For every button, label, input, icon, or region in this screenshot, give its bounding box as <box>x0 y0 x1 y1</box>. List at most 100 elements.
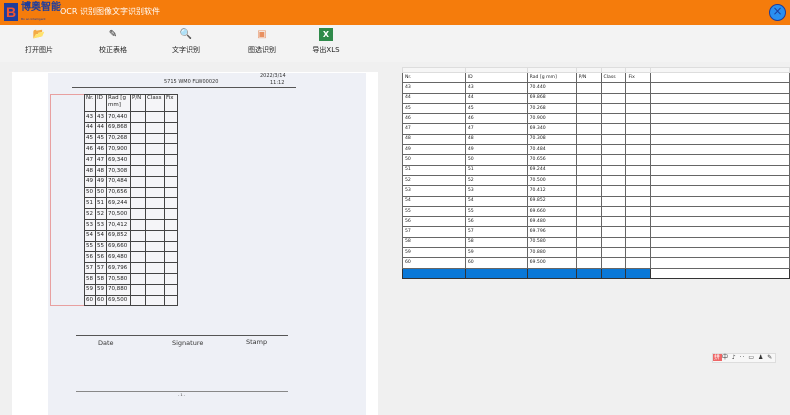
grid-cell[interactable] <box>600 226 627 238</box>
grid-cell[interactable]: 69.660 <box>526 205 577 218</box>
grid-cell[interactable] <box>650 154 790 166</box>
grid-cell[interactable] <box>625 226 652 238</box>
grid-cell[interactable]: 69.480 <box>526 216 577 228</box>
grid-cell[interactable] <box>575 144 602 156</box>
grid-cell[interactable] <box>600 123 627 135</box>
grid-cell[interactable]: 58 <box>402 236 466 249</box>
grid-row[interactable]: 46 46 70.900 <box>402 113 790 125</box>
result-grid[interactable]: Nr. ID Rad [g mm] P/N Class Fix 43 43 70.440 44 44… <box>402 67 790 279</box>
grid-column-header[interactable]: Nr. <box>402 71 466 84</box>
grid-cell[interactable] <box>575 102 602 115</box>
grid-cell[interactable] <box>625 205 652 218</box>
grid-row[interactable]: 45 45 70.268 <box>402 102 790 115</box>
grid-cell[interactable] <box>575 226 602 238</box>
grid-cell[interactable]: 70.440 <box>526 82 577 94</box>
grid-cell[interactable]: 47 <box>464 123 528 135</box>
grid-cell[interactable] <box>575 92 602 104</box>
export-xls-button[interactable]: X 导出XLS <box>296 28 356 55</box>
grid-cell[interactable] <box>650 236 790 249</box>
grid-cell[interactable]: 60 <box>402 257 466 269</box>
grid-cell[interactable] <box>650 195 790 207</box>
grid-cell[interactable]: 45 <box>402 102 466 115</box>
grid-cell[interactable]: 69.500 <box>526 257 577 269</box>
grid-cell[interactable] <box>575 185 602 197</box>
grid-cell[interactable]: 52 <box>464 174 528 187</box>
grid-cell[interactable] <box>575 133 602 146</box>
grid-cell[interactable] <box>600 195 627 207</box>
grid-cell[interactable]: 53 <box>464 185 528 197</box>
grid-cell[interactable]: 49 <box>464 144 528 156</box>
grid-cell[interactable] <box>600 205 627 218</box>
grid-cell[interactable] <box>575 123 602 135</box>
grid-row[interactable]: 49 49 70.484 <box>402 144 790 156</box>
grid-cell[interactable] <box>575 205 602 218</box>
grid-cell[interactable]: 70.268 <box>526 102 577 115</box>
grid-cell[interactable]: 56 <box>464 216 528 228</box>
grid-cell[interactable] <box>650 113 790 125</box>
grid-cell[interactable]: 70.308 <box>526 133 577 146</box>
grid-row[interactable]: 58 58 70.580 <box>402 236 790 249</box>
grid-cell[interactable] <box>575 113 602 125</box>
grid-cell[interactable]: 55 <box>464 205 528 218</box>
grid-cell[interactable] <box>625 154 652 166</box>
grid-cell[interactable] <box>575 257 602 269</box>
grid-row[interactable]: 47 47 69.340 <box>402 123 790 135</box>
grid-cell[interactable] <box>575 82 602 94</box>
grid-cell[interactable]: 69.340 <box>526 123 577 135</box>
grid-cell[interactable] <box>625 133 652 146</box>
grid-cell[interactable]: 52 <box>402 174 466 187</box>
grid-column-header[interactable]: Class <box>600 71 627 84</box>
grid-row[interactable]: 44 44 69.868 <box>402 92 790 104</box>
grid-cell[interactable] <box>526 267 577 279</box>
grid-cell[interactable]: 53 <box>402 185 466 197</box>
grid-cell[interactable]: 70.500 <box>526 174 577 187</box>
grid-cell[interactable] <box>650 205 790 218</box>
grid-cell[interactable] <box>650 257 790 269</box>
grid-cell[interactable] <box>600 185 627 197</box>
grid-cell[interactable]: 57 <box>402 226 466 238</box>
grid-cell[interactable] <box>600 154 627 166</box>
grid-cell[interactable]: 70.900 <box>526 113 577 125</box>
grid-cell[interactable]: 44 <box>464 92 528 104</box>
grid-cell[interactable]: 70.656 <box>526 154 577 166</box>
grid-row[interactable]: 55 55 69.660 <box>402 205 790 218</box>
grid-cell[interactable] <box>575 154 602 166</box>
grid-cell[interactable]: 70.880 <box>526 247 577 259</box>
grid-cell[interactable]: 69.868 <box>526 92 577 104</box>
grid-cell[interactable] <box>650 247 790 259</box>
grid-cell[interactable]: 70.412 <box>526 185 577 197</box>
grid-cell[interactable]: 54 <box>402 195 466 207</box>
grid-cell[interactable] <box>575 164 602 176</box>
grid-cell[interactable]: 50 <box>464 154 528 166</box>
grid-cell[interactable] <box>600 82 627 94</box>
grid-cell[interactable] <box>575 267 602 279</box>
grid-cell[interactable]: 70.580 <box>526 236 577 249</box>
grid-cell[interactable]: 47 <box>402 123 466 135</box>
grid-cell[interactable] <box>402 267 466 279</box>
grid-cell[interactable] <box>600 144 627 156</box>
grid-cell[interactable] <box>625 123 652 135</box>
grid-cell[interactable] <box>650 267 790 279</box>
grid-column-header[interactable]: Fix <box>625 71 652 84</box>
grid-cell[interactable]: 51 <box>402 164 466 176</box>
grid-cell[interactable] <box>600 92 627 104</box>
grid-cell[interactable]: 59 <box>402 247 466 259</box>
grid-cell[interactable]: 60 <box>464 257 528 269</box>
grid-cell[interactable] <box>625 82 652 94</box>
grid-cell[interactable] <box>575 174 602 187</box>
grid-cell[interactable]: 43 <box>402 82 466 94</box>
grid-cell[interactable] <box>625 164 652 176</box>
grid-cell[interactable] <box>625 92 652 104</box>
grid-cell[interactable] <box>650 164 790 176</box>
grid-cell[interactable] <box>625 102 652 115</box>
grid-cell[interactable] <box>650 185 790 197</box>
grid-cell[interactable] <box>650 123 790 135</box>
grid-cell[interactable]: 69.852 <box>526 195 577 207</box>
text-recognition-button[interactable]: 🔍 文字识别 <box>156 28 216 55</box>
grid-cell[interactable] <box>600 257 627 269</box>
grid-cell[interactable] <box>625 257 652 269</box>
select-recognition-button[interactable]: ▣ 图选识别 <box>232 28 292 55</box>
grid-cell[interactable]: 48 <box>402 133 466 146</box>
grid-cell[interactable]: 51 <box>464 164 528 176</box>
grid-row[interactable]: 43 43 70.440 <box>402 82 790 94</box>
